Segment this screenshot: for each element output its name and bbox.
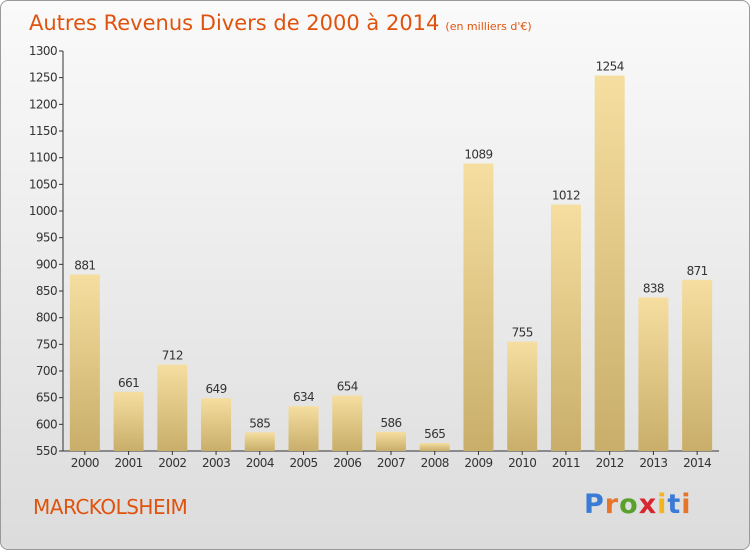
bar-2010 xyxy=(507,341,538,451)
x-tick-label: 2002 xyxy=(158,456,186,470)
data-label: 881 xyxy=(74,258,95,272)
bar-2006 xyxy=(332,395,363,451)
data-label: 586 xyxy=(380,416,401,430)
data-label: 838 xyxy=(643,281,664,295)
proxiti-logo: Proxiti xyxy=(584,489,692,520)
data-label: 712 xyxy=(162,349,183,363)
data-label: 654 xyxy=(337,380,358,394)
y-tick-label: 750 xyxy=(36,337,57,351)
bar-2011 xyxy=(550,204,581,451)
chart-title: Autres Revenus Divers de 2000 à 2014 xyxy=(29,11,440,35)
y-tick-label: 1250 xyxy=(29,71,57,85)
y-tick-label: 800 xyxy=(36,311,57,325)
data-label: 1012 xyxy=(552,189,580,203)
y-tick-label: 1000 xyxy=(29,204,57,218)
bar-2005 xyxy=(288,406,319,451)
chart-title-block: Autres Revenus Divers de 2000 à 2014 (en … xyxy=(29,11,532,35)
bar-2000 xyxy=(69,274,100,451)
bar-2012 xyxy=(594,75,625,452)
bars xyxy=(69,75,713,452)
y-tick-label: 1200 xyxy=(29,97,57,111)
data-label: 1254 xyxy=(596,60,624,74)
y-tick-label: 1100 xyxy=(29,151,57,165)
bar-2009 xyxy=(463,163,494,452)
x-tick-label: 2003 xyxy=(202,456,230,470)
bar-2008 xyxy=(419,443,450,451)
y-tick-label: 650 xyxy=(36,391,57,405)
x-tick-label: 2000 xyxy=(71,456,99,470)
x-tick-label: 2005 xyxy=(289,456,317,470)
y-tick-label: 550 xyxy=(36,444,57,458)
y-tick-label: 900 xyxy=(36,257,57,271)
y-tick-label: 950 xyxy=(36,231,57,245)
y-tick-label: 1150 xyxy=(29,124,57,138)
data-label: 634 xyxy=(293,390,314,404)
data-label: 585 xyxy=(249,416,270,430)
bar-2003 xyxy=(201,398,232,451)
data-label: 661 xyxy=(118,376,139,390)
x-tick-label: 2001 xyxy=(115,456,143,470)
data-label: 649 xyxy=(206,382,227,396)
data-label: 871 xyxy=(687,264,708,278)
x-tick-label: 2014 xyxy=(683,456,711,470)
bar-2014 xyxy=(682,279,713,451)
x-tick-label: 2013 xyxy=(639,456,667,470)
y-tick-label: 1050 xyxy=(29,177,57,191)
chart-subtitle: (en milliers d'€) xyxy=(445,20,532,33)
data-label: 1089 xyxy=(464,148,492,162)
bar-2013 xyxy=(638,297,669,451)
y-tick-label: 700 xyxy=(36,364,57,378)
axes: 550 600 650 700 750 800 850 900 950 1000 1050 1100 1… xyxy=(29,44,719,470)
town-name: MARCKOLSHEIM xyxy=(33,495,188,519)
data-label: 565 xyxy=(424,427,445,441)
data-labels: 881 661 712 649 585 634 654 586 565 1089 755 1012 12… xyxy=(74,60,708,441)
data-label: 755 xyxy=(512,326,533,340)
x-tick-label: 2007 xyxy=(377,456,405,470)
x-tick-label: 2009 xyxy=(464,456,492,470)
x-tick-label: 2012 xyxy=(596,456,624,470)
x-tick-label: 2004 xyxy=(246,456,274,470)
bar-2007 xyxy=(376,431,406,451)
bar-2002 xyxy=(157,364,188,451)
y-tick-label: 850 xyxy=(36,284,57,298)
x-tick-label: 2006 xyxy=(333,456,361,470)
bar-2004 xyxy=(244,432,275,451)
y-tick-label: 1300 xyxy=(29,44,57,58)
x-tick-label: 2011 xyxy=(552,456,580,470)
x-tick-label: 2010 xyxy=(508,456,536,470)
x-tick-label: 2008 xyxy=(421,456,449,470)
y-tick-label: 600 xyxy=(36,417,57,431)
bar-2001 xyxy=(113,391,144,451)
